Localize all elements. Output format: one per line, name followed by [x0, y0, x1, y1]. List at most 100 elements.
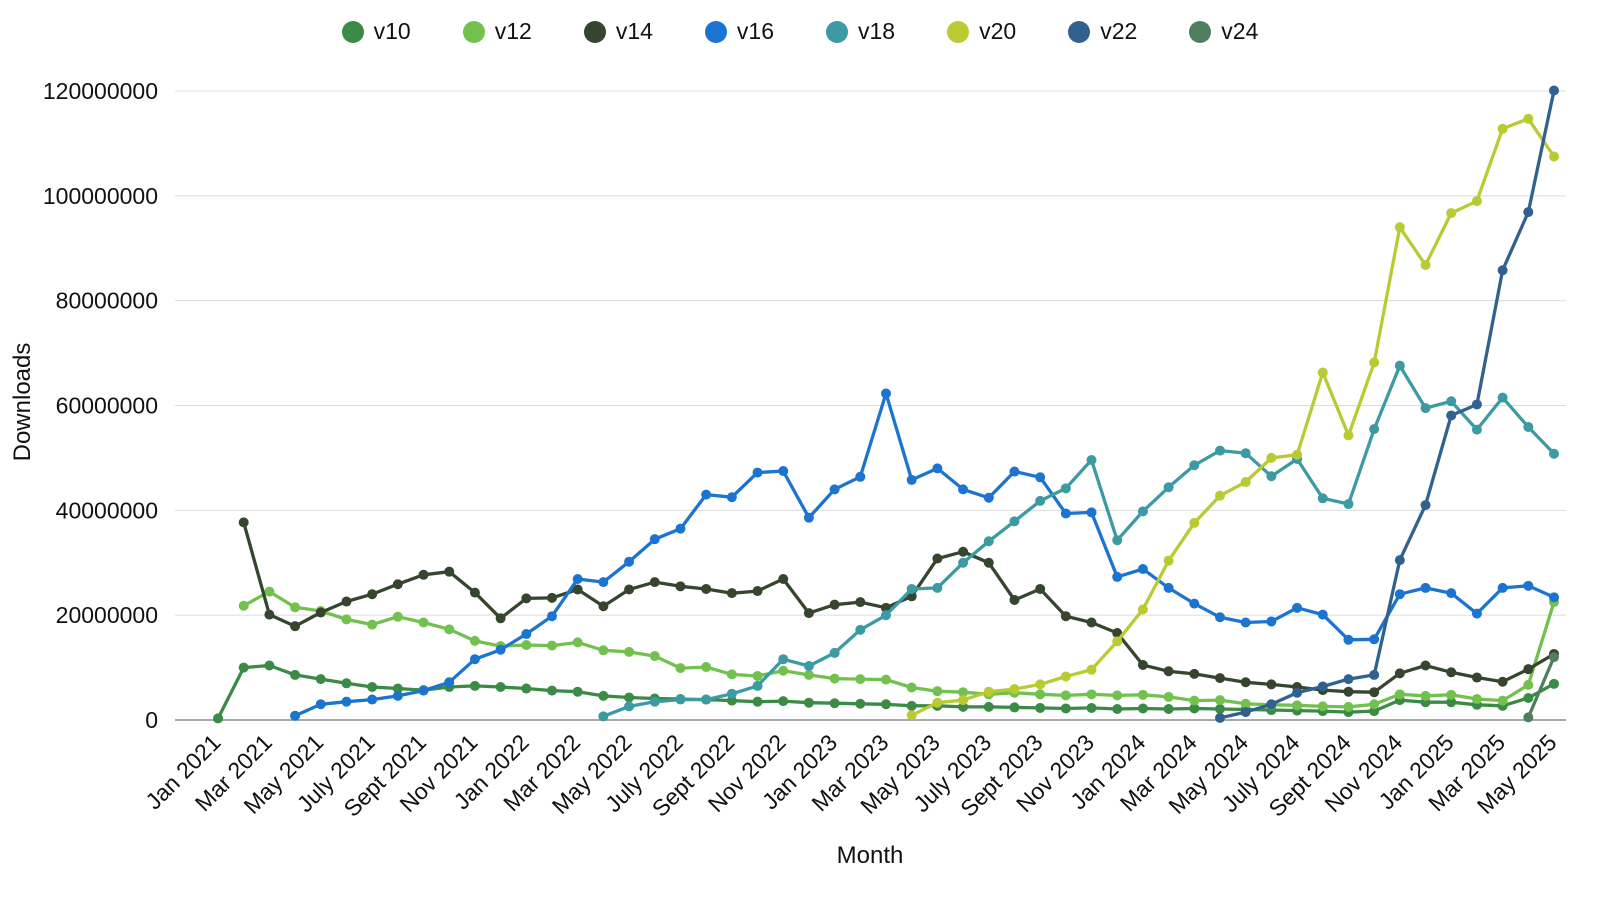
- legend-item-v18[interactable]: v18: [826, 18, 895, 45]
- data-point: [1471, 694, 1482, 705]
- data-point: [906, 700, 917, 711]
- data-point: [1446, 697, 1457, 708]
- data-point: [1189, 695, 1200, 706]
- data-point: [624, 556, 635, 567]
- data-point: [469, 635, 480, 646]
- series-v16: [290, 388, 1559, 721]
- data-point: [1137, 659, 1148, 670]
- data-point: [213, 713, 223, 724]
- data-point: [881, 388, 891, 399]
- legend-item-v12[interactable]: v12: [462, 18, 532, 45]
- data-point: [1369, 634, 1380, 645]
- data-point: [675, 523, 686, 534]
- data-point: [752, 670, 763, 681]
- data-point: [1343, 674, 1354, 685]
- legend-item-v24[interactable]: v24: [1189, 18, 1258, 45]
- data-point: [290, 602, 301, 613]
- data-point: [1060, 671, 1071, 682]
- data-point: [624, 692, 635, 703]
- data-point: [1086, 664, 1097, 675]
- data-point: [1471, 424, 1482, 435]
- legend-swatch-icon: [583, 20, 606, 43]
- data-point: [752, 586, 763, 597]
- data-point: [1163, 666, 1174, 677]
- data-point: [238, 600, 249, 611]
- data-point: [778, 654, 789, 665]
- data-point: [1035, 472, 1046, 483]
- data-point: [881, 699, 891, 710]
- data-point: [1523, 113, 1534, 124]
- data-point: [418, 617, 429, 628]
- data-point: [1215, 612, 1225, 623]
- data-point: [1009, 702, 1020, 713]
- data-point: [1549, 678, 1559, 689]
- series-line-v24: [1526, 655, 1556, 720]
- data-point: [1523, 692, 1534, 703]
- data-point: [983, 701, 994, 712]
- legend-label: v12: [494, 18, 532, 44]
- data-point: [547, 611, 557, 622]
- data-point: [1471, 608, 1482, 619]
- legend-label: v14: [615, 18, 653, 44]
- data-point: [1446, 410, 1457, 421]
- data-point: [469, 654, 480, 665]
- data-point: [1060, 690, 1071, 701]
- data-point: [855, 698, 866, 709]
- data-point: [1471, 672, 1482, 683]
- legend-swatch-icon: [462, 20, 485, 43]
- series-v18: [598, 360, 1559, 722]
- data-point: [1086, 617, 1097, 628]
- data-point: [1137, 689, 1148, 700]
- y-tick-label: 0: [145, 707, 158, 733]
- data-point: [521, 640, 532, 651]
- data-point: [649, 577, 660, 588]
- data-point: [1240, 448, 1251, 459]
- data-point: [906, 583, 917, 594]
- data-point: [1497, 123, 1508, 134]
- chart-legend: v10 v12 v14 v16 v18 v20 v22 v24: [0, 18, 1600, 45]
- data-point: [1343, 701, 1354, 712]
- data-point: [392, 690, 403, 701]
- data-point: [521, 629, 532, 640]
- legend-swatch-icon: [826, 20, 848, 43]
- data-point: [1035, 583, 1046, 594]
- data-point: [238, 517, 249, 528]
- legend-item-v16[interactable]: v16: [704, 18, 774, 45]
- series-line-v14: [242, 520, 1556, 694]
- data-point: [1446, 396, 1457, 407]
- data-point: [1240, 677, 1251, 688]
- data-point: [855, 624, 866, 635]
- data-point: [418, 569, 429, 580]
- data-point: [1394, 360, 1405, 371]
- data-point: [1497, 676, 1508, 687]
- data-point: [1215, 673, 1225, 684]
- legend-item-v10[interactable]: v10: [341, 18, 411, 45]
- data-point: [1215, 490, 1225, 501]
- data-point: [1086, 702, 1097, 713]
- data-point: [1086, 689, 1097, 700]
- data-point: [829, 698, 840, 709]
- legend-item-v14[interactable]: v14: [583, 18, 653, 45]
- data-point: [1292, 449, 1303, 460]
- data-point: [1549, 592, 1559, 603]
- data-point: [572, 637, 583, 648]
- data-point: [726, 688, 737, 699]
- data-point: [1369, 424, 1380, 435]
- data-point: [1317, 701, 1328, 712]
- data-point: [803, 512, 814, 523]
- data-point: [1009, 466, 1020, 477]
- data-point: [1497, 392, 1508, 403]
- legend-item-v20[interactable]: v20: [947, 18, 1016, 45]
- data-point: [367, 619, 378, 630]
- data-point: [778, 696, 789, 707]
- data-point: [675, 581, 686, 592]
- legend-item-v22[interactable]: v22: [1068, 18, 1137, 45]
- data-point: [1240, 617, 1251, 628]
- legend-label: v16: [736, 18, 774, 44]
- data-point: [1471, 196, 1482, 207]
- data-point: [958, 484, 969, 495]
- data-point: [701, 489, 712, 500]
- data-point: [1317, 493, 1328, 504]
- data-point: [572, 573, 583, 584]
